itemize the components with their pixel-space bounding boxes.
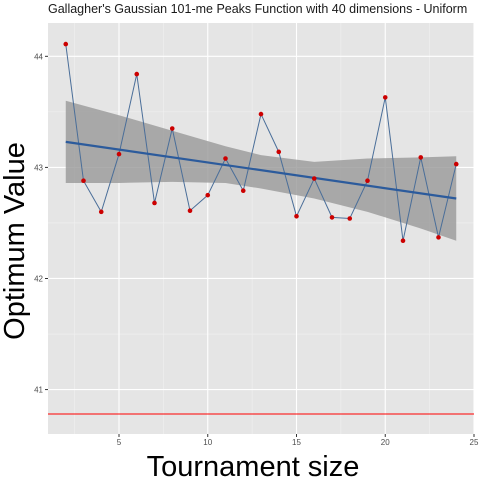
x-tick-label: 15 xyxy=(292,438,301,447)
trend-group xyxy=(65,140,457,200)
y-tick-label: 42 xyxy=(34,274,43,283)
y-tick-label: 41 xyxy=(34,386,43,395)
data-point xyxy=(240,188,246,194)
x-tick-label: 5 xyxy=(117,438,122,447)
data-point xyxy=(63,41,69,47)
data-point xyxy=(365,178,370,184)
data-point xyxy=(152,200,157,206)
data-point xyxy=(453,161,459,167)
ticks-group: 5 10 15 20 25 41 42 43 44 xyxy=(34,52,479,447)
data-point xyxy=(400,238,406,244)
chart-title: Gallagher's Gaussian 101-me Peaks Functi… xyxy=(48,2,467,16)
data-point xyxy=(329,215,335,220)
data-point xyxy=(347,216,353,221)
y-tick-label: 44 xyxy=(34,52,43,61)
data-point xyxy=(205,192,211,198)
y-axis-title: Optimum Value xyxy=(0,142,31,340)
data-point xyxy=(276,149,282,155)
grid-lines xyxy=(48,23,475,434)
x-tick-label: 20 xyxy=(381,438,390,447)
x-tick-label: 10 xyxy=(203,438,212,447)
data-point xyxy=(258,111,264,117)
x-axis-title: Tournament size xyxy=(147,451,360,480)
trend-line xyxy=(65,140,457,200)
data-point xyxy=(294,213,299,219)
points-group xyxy=(63,41,459,244)
data-point xyxy=(98,209,104,215)
data-point xyxy=(311,176,317,181)
data-point xyxy=(418,155,424,160)
data-point xyxy=(134,71,140,77)
data-point xyxy=(81,178,86,184)
y-tick-label: 43 xyxy=(34,163,43,172)
plot-panel xyxy=(48,23,474,434)
data-point xyxy=(116,151,122,157)
data-point xyxy=(382,95,388,100)
data-point xyxy=(223,156,228,161)
data-point xyxy=(187,208,193,214)
x-tick-label: 25 xyxy=(470,438,479,447)
data-point xyxy=(169,126,175,131)
data-point xyxy=(436,235,441,240)
